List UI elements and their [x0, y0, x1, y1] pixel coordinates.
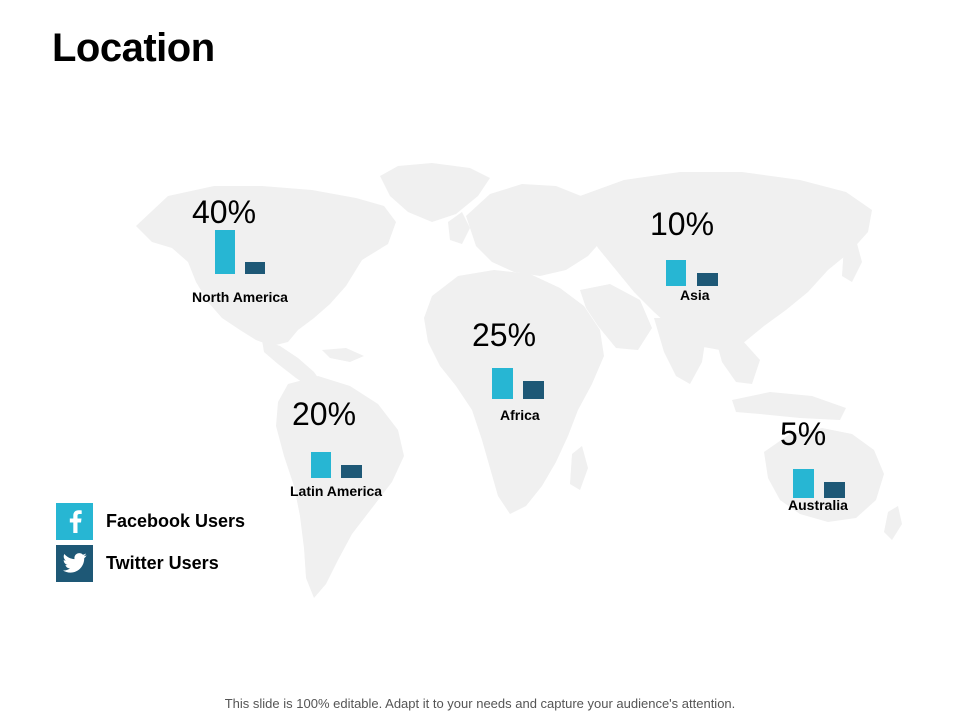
map-europe	[466, 184, 606, 276]
map-southeast-asia	[716, 340, 760, 384]
facebook-icon	[56, 502, 93, 540]
map-africa	[424, 270, 604, 514]
map-australia	[764, 428, 884, 522]
legend-facebook: Facebook Users	[56, 502, 245, 540]
region-percent: 5%	[780, 416, 827, 452]
map-south-america	[276, 376, 404, 598]
map-japan	[842, 240, 862, 282]
legend-twitter: Twitter Users	[56, 544, 219, 582]
facebook-bar	[311, 452, 331, 478]
region-label: Africa	[500, 407, 540, 423]
facebook-bar	[215, 230, 235, 274]
twitter-bar	[341, 465, 362, 478]
region-percent: 25%	[472, 317, 537, 353]
map-asia	[580, 172, 872, 350]
map-arabia	[580, 284, 652, 350]
map-new-zealand	[884, 506, 902, 540]
map-madagascar	[570, 446, 588, 490]
region-percent: 10%	[650, 206, 715, 242]
map-central-america	[262, 340, 324, 390]
region-label: Asia	[680, 287, 710, 303]
twitter-icon	[56, 544, 93, 582]
region-percent: 20%	[292, 396, 357, 432]
legend-label: Facebook Users	[106, 510, 246, 531]
region-label: Latin America	[290, 483, 383, 499]
twitter-bar	[697, 273, 718, 286]
facebook-bar	[666, 260, 686, 286]
region-percent: 40%	[192, 194, 257, 230]
map-britain	[448, 212, 470, 244]
facebook-bar	[793, 469, 814, 498]
twitter-bar	[245, 262, 265, 274]
map-caribbean	[322, 348, 364, 362]
map-north-america	[136, 186, 396, 346]
slide-title: Location	[52, 26, 215, 70]
legend-label: Twitter Users	[106, 552, 219, 573]
facebook-bar	[492, 368, 513, 399]
map-india	[654, 318, 706, 384]
twitter-bar	[523, 381, 544, 399]
twitter-bar	[824, 482, 845, 498]
map-indonesia	[732, 392, 846, 420]
footer-note: This slide is 100% editable. Adapt it to…	[224, 696, 736, 711]
map-greenland	[380, 163, 490, 222]
region-label: North America	[192, 289, 288, 305]
region-label: Australia	[788, 497, 848, 513]
